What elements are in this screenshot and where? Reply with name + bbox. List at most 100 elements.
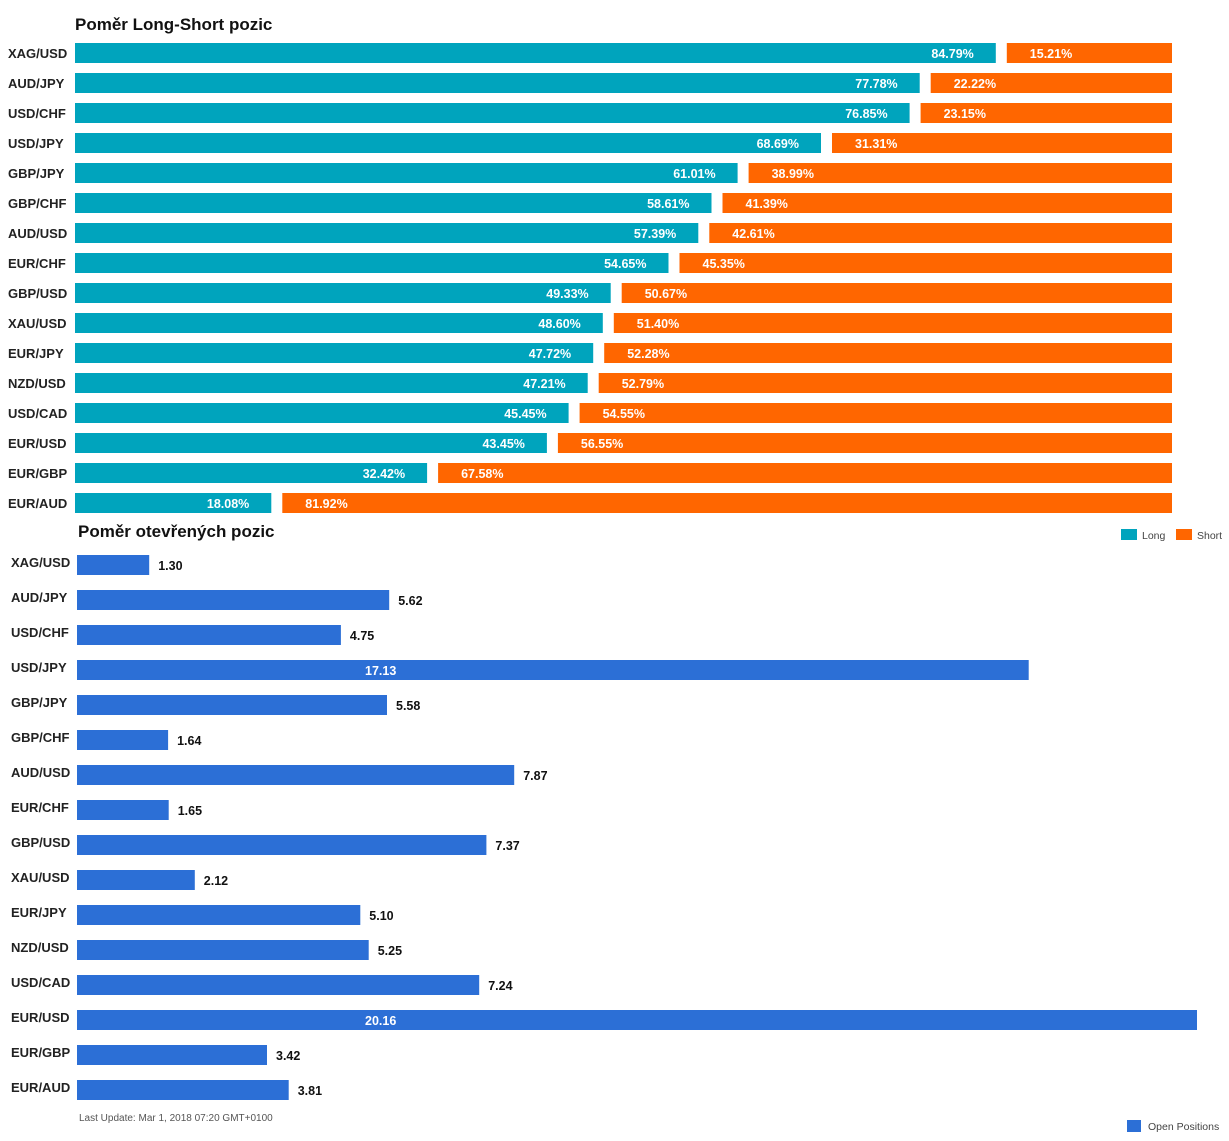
- open-value-label-xag-usd: 1.30: [158, 559, 182, 573]
- open-value-label-gbp-chf: 1.64: [177, 734, 201, 748]
- short-value-label-xau-usd: 51.40%: [637, 317, 679, 331]
- open-category-label-nzd-usd: NZD/USD: [11, 940, 69, 955]
- open-category-label-aud-jpy: AUD/JPY: [11, 590, 68, 605]
- short-value-label-eur-usd: 56.55%: [581, 437, 623, 451]
- long-bar-xau-usd: [75, 313, 603, 333]
- open-value-label-eur-jpy: 5.10: [369, 909, 393, 923]
- open-value-label-eur-chf: 1.65: [178, 804, 202, 818]
- short-bar-gbp-chf: [722, 193, 1172, 213]
- short-value-label-gbp-usd: 50.67%: [645, 287, 687, 301]
- short-value-label-eur-chf: 45.35%: [703, 257, 745, 271]
- long-value-label-gbp-jpy: 61.01%: [673, 167, 715, 181]
- short-bar-xau-usd: [613, 313, 1172, 333]
- long-value-label-eur-gbp: 32.42%: [363, 467, 405, 481]
- open-category-label-eur-chf: EUR/CHF: [11, 800, 69, 815]
- open-value-label-eur-aud: 3.81: [298, 1084, 322, 1098]
- open-bar-gbp-chf: [77, 730, 169, 750]
- long-bar-usd-cad: [75, 403, 569, 423]
- short-value-label-nzd-usd: 52.79%: [622, 377, 664, 391]
- open-bar-gbp-usd: [77, 835, 487, 855]
- long-bar-eur-jpy: [75, 343, 594, 363]
- open-value-label-gbp-jpy: 5.58: [396, 699, 420, 713]
- open-category-label-eur-usd: EUR/USD: [11, 1010, 70, 1025]
- short-bar-usd-jpy: [832, 133, 1172, 153]
- short-value-label-usd-cad: 54.55%: [603, 407, 645, 421]
- open-bar-nzd-usd: [77, 940, 369, 960]
- open-category-label-aud-usd: AUD/USD: [11, 765, 70, 780]
- chart-title-long-short: Poměr Long-Short pozic: [75, 15, 272, 34]
- open-bar-eur-chf: [77, 800, 169, 820]
- short-bar-aud-jpy: [930, 73, 1172, 93]
- short-value-label-gbp-chf: 41.39%: [746, 197, 788, 211]
- category-label-eur-usd: EUR/USD: [8, 436, 67, 451]
- open-value-label-usd-jpy: 17.13: [365, 664, 396, 678]
- short-bar-eur-aud: [282, 493, 1172, 513]
- open-positions-chart: Poměr otevřených pozic XAG/USD AUD/JPY USD…: [11, 522, 1219, 1133]
- short-value-label-eur-aud: 81.92%: [305, 497, 347, 511]
- short-value-label-aud-jpy: 22.22%: [954, 77, 996, 91]
- long-bar-eur-gbp: [75, 463, 428, 483]
- open-category-label-gbp-usd: GBP/USD: [11, 835, 70, 850]
- open-bar-usd-chf: [77, 625, 341, 645]
- short-value-label-aud-usd: 42.61%: [732, 227, 774, 241]
- short-value-label-gbp-jpy: 38.99%: [772, 167, 814, 181]
- open-value-label-usd-chf: 4.75: [350, 629, 374, 643]
- long-value-label-gbp-chf: 58.61%: [647, 197, 689, 211]
- open-bar-usd-cad: [77, 975, 480, 995]
- open-category-label-usd-chf: USD/CHF: [11, 625, 69, 640]
- long-value-label-usd-jpy: 68.69%: [757, 137, 799, 151]
- open-value-label-eur-usd: 20.16: [365, 1014, 396, 1028]
- category-label-usd-jpy: USD/JPY: [8, 136, 64, 151]
- open-category-label-eur-gbp: EUR/GBP: [11, 1045, 71, 1060]
- category-label-eur-aud: EUR/AUD: [8, 496, 67, 511]
- category-label-eur-gbp: EUR/GBP: [8, 466, 68, 481]
- legend-label-long: Long: [1142, 530, 1166, 542]
- short-bar-usd-cad: [579, 403, 1172, 423]
- short-bar-nzd-usd: [598, 373, 1172, 393]
- open-bar-xag-usd: [77, 555, 150, 575]
- open-category-label-usd-cad: USD/CAD: [11, 975, 70, 990]
- legend-label-open-positions: Open Positions: [1148, 1121, 1219, 1133]
- category-label-aud-jpy: AUD/JPY: [8, 76, 65, 91]
- open-bar-usd-jpy: [77, 660, 1029, 680]
- long-bar-usd-jpy: [75, 133, 821, 153]
- category-label-gbp-usd: GBP/USD: [8, 286, 67, 301]
- open-category-label-eur-aud: EUR/AUD: [11, 1080, 70, 1095]
- open-value-label-aud-jpy: 5.62: [398, 594, 422, 608]
- short-value-label-xag-usd: 15.21%: [1030, 47, 1072, 61]
- short-bar-eur-jpy: [604, 343, 1172, 363]
- open-value-label-nzd-usd: 5.25: [378, 944, 402, 958]
- open-value-label-gbp-usd: 7.37: [495, 839, 519, 853]
- open-category-label-gbp-chf: GBP/CHF: [11, 730, 70, 745]
- long-value-label-xag-usd: 84.79%: [931, 47, 973, 61]
- long-value-label-eur-usd: 43.45%: [482, 437, 524, 451]
- legend-label-short: Short: [1197, 530, 1222, 542]
- category-label-eur-chf: EUR/CHF: [8, 256, 66, 271]
- open-category-label-usd-jpy: USD/JPY: [11, 660, 67, 675]
- open-bar-eur-usd: [77, 1010, 1197, 1030]
- long-value-label-eur-aud: 18.08%: [207, 497, 249, 511]
- short-value-label-eur-gbp: 67.58%: [461, 467, 503, 481]
- category-label-xau-usd: XAU/USD: [8, 316, 67, 331]
- long-bar-eur-usd: [75, 433, 547, 453]
- short-bar-gbp-usd: [621, 283, 1172, 303]
- open-value-label-usd-cad: 7.24: [488, 979, 512, 993]
- short-value-label-usd-chf: 23.15%: [944, 107, 986, 121]
- long-value-label-gbp-usd: 49.33%: [546, 287, 588, 301]
- open-bar-eur-aud: [77, 1080, 289, 1100]
- long-bar-gbp-chf: [75, 193, 712, 213]
- open-category-label-xag-usd: XAG/USD: [11, 555, 70, 570]
- category-label-xag-usd: XAG/USD: [8, 46, 67, 61]
- open-bar-eur-gbp: [77, 1045, 267, 1065]
- short-bar-eur-usd: [557, 433, 1172, 453]
- open-bar-aud-jpy: [77, 590, 390, 610]
- open-value-label-aud-usd: 7.87: [523, 769, 547, 783]
- category-label-gbp-jpy: GBP/JPY: [8, 166, 65, 181]
- long-value-label-eur-jpy: 47.72%: [529, 347, 571, 361]
- long-bar-eur-aud: [75, 493, 272, 513]
- open-category-label-gbp-jpy: GBP/JPY: [11, 695, 68, 710]
- long-bar-eur-chf: [75, 253, 669, 273]
- legend-swatch-short: [1176, 529, 1192, 540]
- long-bar-xag-usd: [75, 43, 996, 63]
